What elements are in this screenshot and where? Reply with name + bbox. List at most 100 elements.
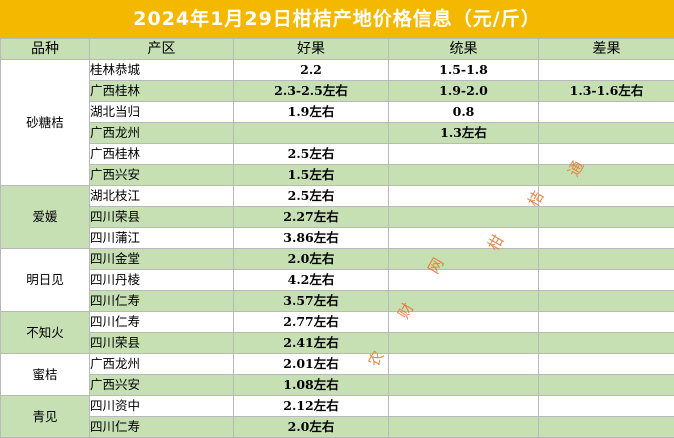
standard-price-cell [389,228,539,249]
standard-price-cell [389,291,539,312]
standard-price-cell: 1.3左右 [389,123,539,144]
header-variety: 品种 [1,39,90,60]
variety-cell: 不知火 [1,312,90,354]
standard-price-cell: 0.8 [389,102,539,123]
poor-price-cell [539,396,674,417]
good-price-cell: 2.5左右 [234,144,389,165]
good-price-cell: 2.0左右 [234,417,389,438]
page-title: 2024年1月29日柑桔产地价格信息（元/斤） [0,0,674,38]
region-cell: 四川仁寿 [90,291,234,312]
good-price-cell [234,123,389,144]
standard-price-cell [389,333,539,354]
poor-price-cell [539,312,674,333]
poor-price-cell [539,186,674,207]
variety-cell: 爱媛 [1,186,90,249]
standard-price-cell [389,312,539,333]
good-price-cell: 2.0左右 [234,249,389,270]
good-price-cell: 2.5左右 [234,186,389,207]
table-row: 广西龙州 1.3左右 [1,123,674,144]
good-price-cell: 3.57左右 [234,291,389,312]
region-cell: 广西桂林 [90,144,234,165]
good-price-cell: 2.41左右 [234,333,389,354]
standard-price-cell [389,417,539,438]
region-cell: 湖北枝江 [90,186,234,207]
standard-price-cell [389,396,539,417]
poor-price-cell [539,102,674,123]
region-cell: 桂林恭城 [90,60,234,81]
region-cell: 四川丹棱 [90,270,234,291]
poor-price-cell [539,207,674,228]
region-cell: 四川资中 [90,396,234,417]
standard-price-cell [389,270,539,291]
good-price-cell: 2.3-2.5左右 [234,81,389,102]
header-good: 好果 [234,39,389,60]
poor-price-cell [539,144,674,165]
good-price-cell: 2.27左右 [234,207,389,228]
poor-price-cell [539,165,674,186]
poor-price-cell [539,60,674,81]
variety-cell: 砂糖桔 [1,60,90,186]
region-cell: 四川蒲江 [90,228,234,249]
region-cell: 湖北当归 [90,102,234,123]
standard-price-cell [389,165,539,186]
standard-price-cell [389,207,539,228]
variety-cell: 明日见 [1,249,90,312]
good-price-cell: 1.08左右 [234,375,389,396]
standard-price-cell: 1.9-2.0 [389,81,539,102]
region-cell: 广西兴安 [90,165,234,186]
poor-price-cell [539,291,674,312]
poor-price-cell [539,249,674,270]
good-price-cell: 1.9左右 [234,102,389,123]
region-cell: 广西桂林 [90,81,234,102]
good-price-cell: 4.2左右 [234,270,389,291]
variety-cell: 蜜桔 [1,354,90,396]
header-region: 产区 [90,39,234,60]
standard-price-cell [389,375,539,396]
header-poor: 差果 [539,39,674,60]
poor-price-cell [539,228,674,249]
poor-price-cell [539,270,674,291]
region-cell: 四川仁寿 [90,312,234,333]
variety-cell: 青见 [1,396,90,438]
poor-price-cell: 1.3-1.6左右 [539,81,674,102]
poor-price-cell [539,123,674,144]
header-standard: 统果 [389,39,539,60]
region-cell: 四川荣县 [90,333,234,354]
good-price-cell: 2.2 [234,60,389,81]
region-cell: 四川荣县 [90,207,234,228]
region-cell: 四川仁寿 [90,417,234,438]
region-cell: 广西龙州 [90,354,234,375]
header-row: 品种 产区 好果 统果 差果 [1,39,674,60]
poor-price-cell [539,354,674,375]
good-price-cell: 3.86左右 [234,228,389,249]
standard-price-cell: 1.5-1.8 [389,60,539,81]
poor-price-cell [539,333,674,354]
good-price-cell: 2.77左右 [234,312,389,333]
good-price-cell: 2.01左右 [234,354,389,375]
standard-price-cell [389,144,539,165]
standard-price-cell [389,186,539,207]
standard-price-cell [389,354,539,375]
region-cell: 广西龙州 [90,123,234,144]
region-cell: 广西兴安 [90,375,234,396]
standard-price-cell [389,249,539,270]
good-price-cell: 2.12左右 [234,396,389,417]
poor-price-cell [539,417,674,438]
